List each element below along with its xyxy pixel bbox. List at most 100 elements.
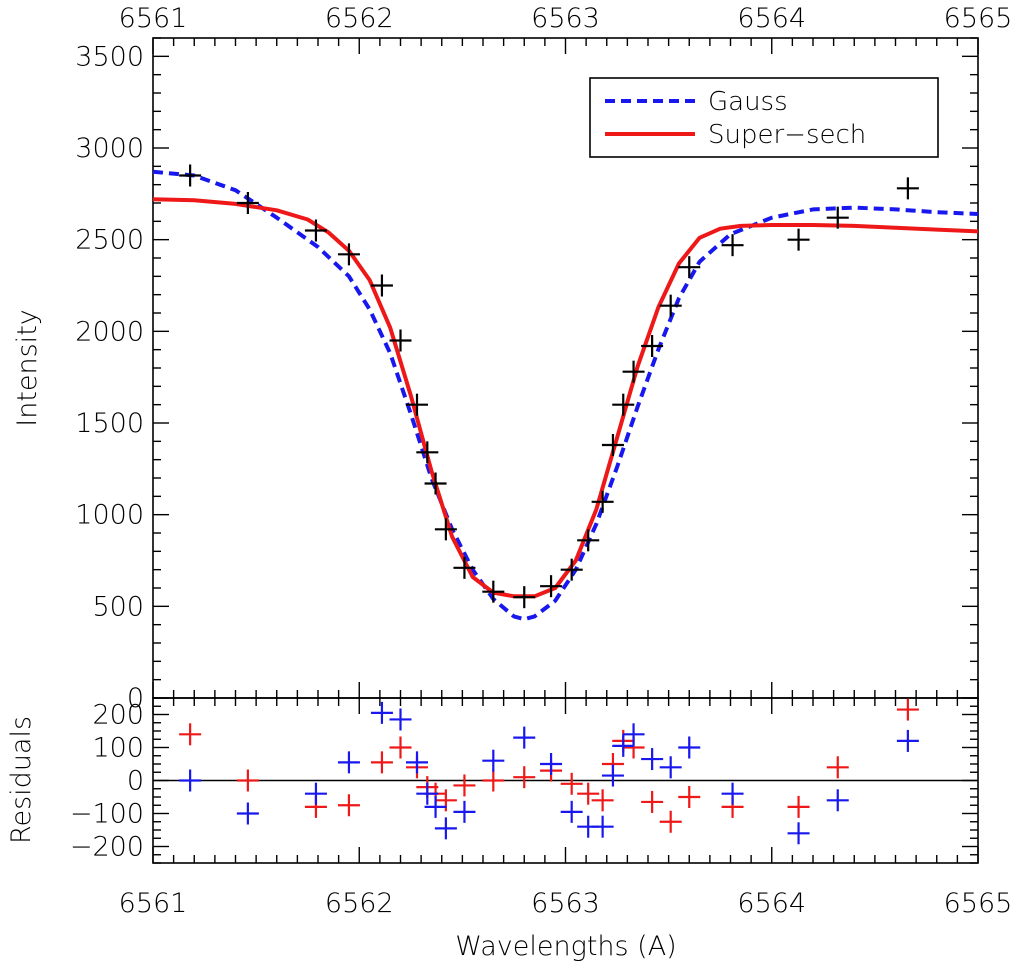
data-point <box>513 586 536 609</box>
legend-box <box>589 77 939 158</box>
data-point <box>424 472 447 495</box>
data-point <box>389 329 412 352</box>
data-point <box>370 274 393 297</box>
data-point <box>622 360 645 383</box>
residual-point-supersech <box>826 756 849 779</box>
residual-point-gauss <box>678 736 701 759</box>
residual-point-gauss <box>337 751 360 774</box>
x-tick-label: 6563 <box>531 888 600 919</box>
data-point <box>179 164 202 187</box>
y-tick-label: 2500 <box>75 225 144 256</box>
data-point <box>482 580 505 603</box>
x-tick-label: 6564 <box>737 888 806 919</box>
y-axis-title-top: Intensity <box>12 309 43 427</box>
residual-point-gauss <box>424 795 447 818</box>
residual-point-supersech <box>560 772 583 795</box>
x-tick-label: 6563 <box>531 3 600 34</box>
y-tick-label: −200 <box>70 832 144 863</box>
y-tick-label: 0 <box>127 766 144 797</box>
residual-point-gauss <box>659 756 682 779</box>
data-point <box>416 441 439 464</box>
data-point <box>304 219 327 242</box>
residual-point-gauss <box>179 769 202 792</box>
y-tick-label: 2000 <box>75 316 144 347</box>
residual-point-gauss <box>434 817 457 840</box>
residual-point-gauss <box>560 800 583 823</box>
data-point <box>826 206 849 229</box>
residual-point-gauss <box>826 789 849 812</box>
y-tick-label: 200 <box>92 700 144 731</box>
x-tick-label: 6561 <box>119 888 188 919</box>
residual-point-supersech <box>370 751 393 774</box>
data-point <box>641 335 664 357</box>
bottom-series <box>179 698 919 845</box>
residual-point-gauss <box>721 782 744 805</box>
legend-supersech-label: Super−sech <box>708 120 866 150</box>
data-point <box>577 529 600 552</box>
residual-point-supersech <box>659 810 682 833</box>
residual-point-gauss <box>406 751 428 774</box>
data-point <box>721 234 744 257</box>
x-tick-label: 6561 <box>119 3 188 34</box>
data-point <box>540 575 563 598</box>
x-tick-labels-bottom: 6561 6562 6563 6564 6565 <box>119 888 1013 919</box>
residual-point-supersech <box>787 795 810 818</box>
y-tick-label: 1500 <box>75 408 144 439</box>
residual-point-gauss <box>482 749 505 772</box>
legend: Gauss Super−sech <box>589 77 939 158</box>
x-tick-label: 6565 <box>944 888 1013 919</box>
residual-point-supersech <box>236 769 259 792</box>
residual-point-gauss <box>416 782 439 805</box>
y-tick-label: 3500 <box>75 41 144 72</box>
residual-point-gauss <box>896 729 919 752</box>
residual-point-gauss <box>622 723 645 746</box>
x-tick-label: 6562 <box>325 3 394 34</box>
data-point <box>678 256 701 279</box>
residual-point-supersech <box>591 789 614 812</box>
data-point <box>453 556 476 579</box>
data-point <box>591 490 614 513</box>
y-axis-title-bottom: Residuals <box>6 716 37 844</box>
data-point <box>659 294 682 317</box>
residual-point-gauss <box>601 764 624 787</box>
y-tick-labels-top: 0 500 1000 1500 2000 2500 3000 3500 <box>75 41 144 714</box>
data-point <box>612 393 635 416</box>
data-point <box>337 243 360 266</box>
x-axis-title: Wavelengths (A) <box>455 931 676 962</box>
data-point <box>896 177 919 200</box>
residual-point-gauss <box>591 815 614 838</box>
y-tick-label: −100 <box>70 799 144 830</box>
residual-point-gauss <box>787 822 810 845</box>
legend-gauss-label: Gauss <box>708 87 788 117</box>
residual-point-gauss <box>641 748 664 771</box>
residual-point-gauss <box>540 753 563 775</box>
top-series <box>152 164 979 622</box>
x-tick-label: 6565 <box>944 3 1013 34</box>
residual-point-supersech <box>896 698 919 721</box>
y-tick-label: 500 <box>92 591 144 622</box>
x-tick-labels-top: 6561 6562 6563 6564 6565 <box>119 3 1013 34</box>
residual-point-gauss <box>513 726 536 749</box>
residual-point-supersech <box>513 766 536 789</box>
residual-point-gauss <box>612 734 635 757</box>
data-point <box>236 192 259 214</box>
residual-point-gauss <box>453 800 476 823</box>
data-point <box>787 228 810 251</box>
data-point <box>406 393 428 416</box>
x-tick-label: 6564 <box>737 3 806 34</box>
residual-point-supersech <box>577 782 600 805</box>
residual-point-gauss <box>304 782 327 805</box>
residual-point-supersech <box>179 723 202 746</box>
axis-ticks <box>152 37 979 864</box>
supersech-fit-line <box>152 197 979 599</box>
residual-point-gauss <box>236 802 259 825</box>
data-point <box>560 558 583 581</box>
data-point <box>601 434 624 456</box>
y-tick-label: 100 <box>92 733 144 764</box>
residual-point-supersech <box>678 786 701 808</box>
residual-point-supersech <box>641 790 664 813</box>
x-tick-label: 6562 <box>325 888 394 919</box>
residual-point-gauss <box>370 701 393 724</box>
